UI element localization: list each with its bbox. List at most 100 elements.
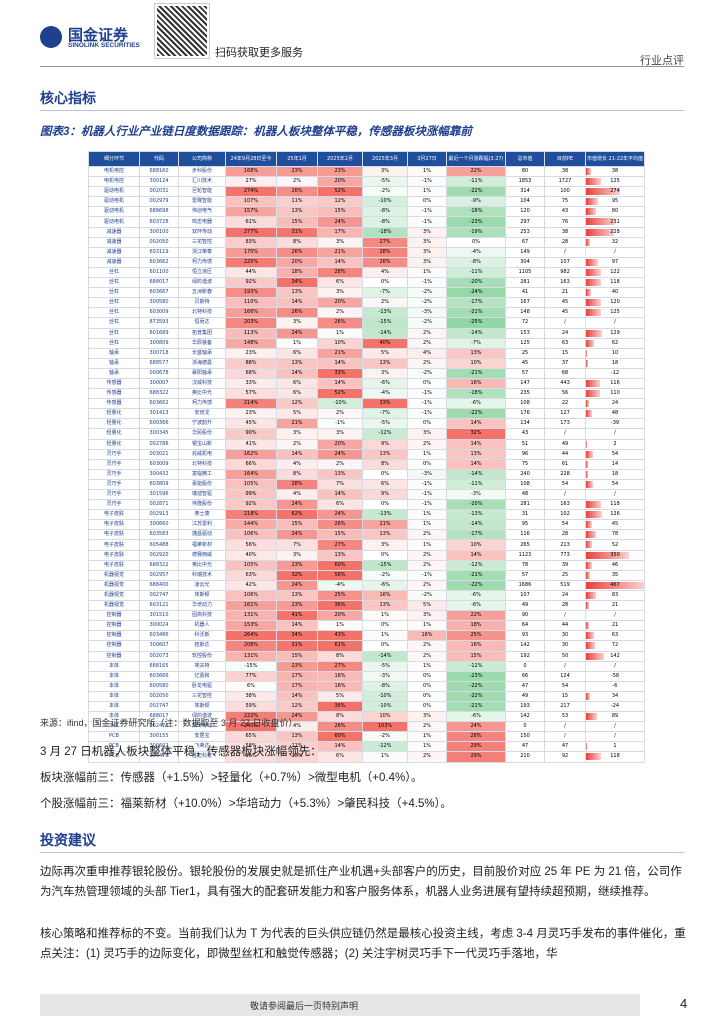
table-cell: -21%	[446, 307, 506, 319]
table-cell: 32%	[276, 569, 318, 581]
table-cell: 002747	[139, 700, 179, 713]
table-cell: 277%	[225, 226, 277, 238]
table-row: 传感器 688322 奥比中光 57% 6% 52% -4% -1% -18% 235 56 110	[88, 388, 645, 400]
table-cell: 5%	[407, 600, 447, 612]
table-cell: 43	[544, 206, 586, 218]
table-cell: 轻量化	[88, 438, 140, 450]
table-cell: 科瑞技术	[178, 569, 226, 581]
table-cell: 14%	[276, 297, 318, 309]
table-cell: 217	[544, 700, 586, 713]
table-cell: 113%	[225, 327, 277, 339]
table-cell: 20%	[317, 610, 363, 622]
table-cell: 125	[585, 307, 645, 319]
table-cell: 浙海德曼	[178, 357, 226, 369]
table-cell: 104	[505, 196, 545, 208]
table-cell: 148%	[225, 337, 277, 349]
cell-text: 126	[610, 511, 620, 518]
table-cell: 10%	[446, 539, 506, 551]
table-cell: 丝杠	[88, 307, 140, 319]
table-cell: 13%	[276, 357, 318, 369]
table-cell: 轴承	[88, 367, 140, 379]
cell-text: -24	[610, 703, 620, 710]
table-cell: 1%	[407, 539, 447, 551]
table-cell: 2%	[407, 579, 447, 591]
cell-text: 32	[611, 238, 619, 245]
table-cell: 奥比中光	[178, 388, 226, 400]
table-cell: 控制器	[88, 650, 140, 662]
table-row: 电子皮肤 603583 捷昌驱动 106% 24% 15% 13% 2% -17% 116 28 78	[88, 529, 645, 541]
table-cell: 1%	[407, 165, 447, 178]
cell-text: 2	[613, 440, 617, 447]
table-cell: 95	[505, 519, 545, 531]
table-row: 减速器 603119 浙江荣泰 170% 26% 21% 28% 3% -4% 149//	[88, 246, 645, 258]
table-cell: 固高科技	[178, 610, 226, 622]
table-cell: -22%	[446, 680, 506, 692]
table-cell: 13%	[276, 731, 318, 743]
table-cell: 电子皮肤	[88, 529, 140, 541]
table-cell: -1%	[407, 478, 447, 491]
table-cell: 减速器	[88, 236, 140, 248]
cell-bar	[586, 602, 589, 610]
table-cell: 44	[544, 620, 586, 632]
table-cell: -21%	[446, 569, 506, 581]
table-cell: -14%	[446, 519, 506, 531]
table-cell: 24%	[446, 721, 506, 733]
cell-bar	[586, 329, 602, 337]
cell-bar	[586, 632, 594, 640]
table-cell: 2%	[362, 297, 408, 309]
table-cell: -22%	[446, 690, 506, 702]
table-row: 丝杠 873593 恒而达 203% 3% 26% -15% -2% -25% 72//	[88, 317, 645, 329]
table-row: 丝杠 688017 绿的谐波 92% 34% 6% 0% -1% -20% 281 163 118	[88, 277, 645, 289]
table-cell: 52%	[317, 186, 363, 198]
table-cell: -18%	[446, 206, 506, 218]
table-row: 机器视觉 688400 凌云光 42% 24% -4% -6% 2% -22% 1686 519 46…	[88, 579, 645, 591]
table-cell: 350	[585, 549, 645, 561]
table-cell: -13%	[362, 509, 408, 521]
table-cell: 54	[544, 519, 586, 531]
table-cell: 电子皮肤	[88, 559, 140, 571]
table-cell: 150	[505, 731, 545, 743]
table-cell: 3%	[407, 246, 447, 258]
cell-text: 63	[611, 632, 619, 639]
table-cell: -23%	[446, 670, 506, 682]
section-title: 投资建议	[40, 832, 96, 848]
table-cell: 63	[544, 337, 586, 349]
table-cell: -18%	[446, 388, 506, 400]
table-cell: -2%	[362, 731, 408, 743]
table-cell: 机器视觉	[88, 600, 140, 612]
table-cell: -11%	[446, 176, 506, 188]
cell-bar	[586, 561, 592, 569]
table-cell: 福莱新材	[178, 539, 226, 551]
table-cell: -1%	[407, 408, 447, 420]
table-cell: -14%	[446, 468, 506, 480]
table-cell: 恒立液压	[178, 266, 226, 279]
table-cell: 108	[505, 478, 545, 491]
table-cell: 21	[585, 620, 645, 632]
table-cell: 24	[544, 589, 586, 602]
table-cell: 轻量化	[88, 428, 140, 440]
table-cell: 1%	[362, 630, 408, 642]
table-cell: 1%	[407, 448, 447, 460]
table-cell: 603583	[139, 529, 179, 541]
table-cell: 10%	[446, 357, 506, 369]
table-cell: 38	[544, 226, 586, 238]
table-cell: 88%	[225, 357, 277, 369]
table-cell: 双环传动	[178, 226, 226, 238]
table-cell: -1%	[407, 488, 447, 501]
table-cell: -6%	[446, 711, 506, 723]
table-cell: 1%	[407, 266, 447, 279]
table-cell: 18	[585, 468, 645, 480]
table-cell: 本体	[88, 670, 140, 682]
table-cell: 126	[585, 509, 645, 521]
table-cell: 14%	[276, 367, 318, 379]
table-cell: /	[585, 246, 645, 258]
table-cell: 银宝山新	[178, 438, 226, 450]
line: 3 月 27 日机器人板块整体平稳，传感器板块涨幅领先：	[40, 746, 322, 758]
table-cell: 2%	[407, 549, 447, 561]
cell-bar	[586, 238, 590, 246]
table-cell: 44%	[225, 266, 277, 279]
table-cell: 0%	[407, 680, 447, 692]
cell-bar	[586, 541, 593, 549]
table-row: 电机电控 300124 汇川技术 27% 2% 20% -5% -1% -11% 1853 1727…	[88, 176, 645, 188]
table-cell: 驱动电机	[88, 186, 140, 198]
